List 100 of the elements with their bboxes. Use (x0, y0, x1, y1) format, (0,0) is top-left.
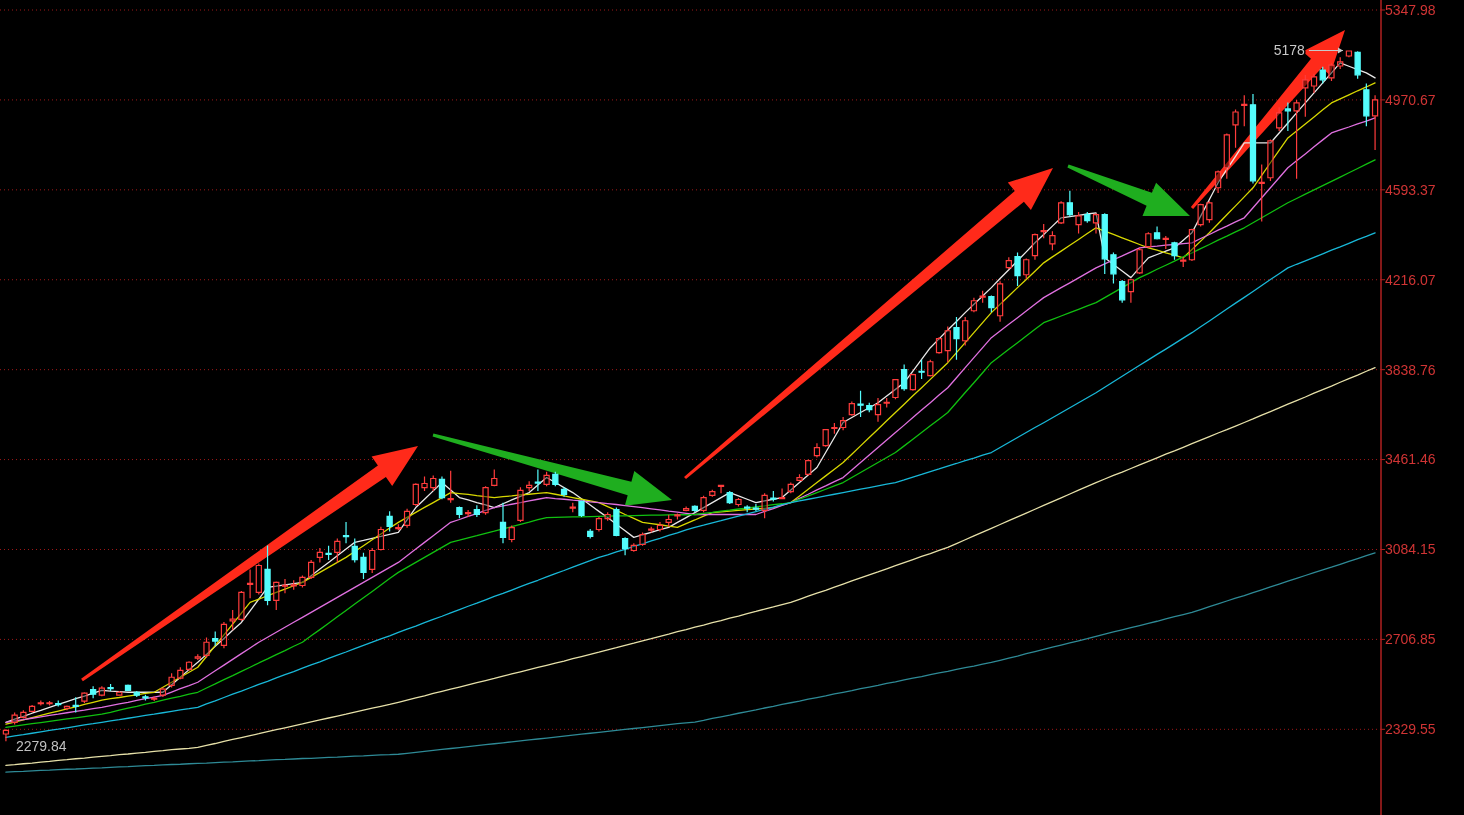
candlestick (552, 471, 559, 487)
candlestick (1153, 225, 1161, 241)
candlestick (55, 700, 62, 708)
candlestick (325, 545, 332, 561)
candlestick (944, 325, 951, 363)
candlestick (491, 468, 498, 487)
candlestick (1371, 94, 1379, 151)
candlestick (159, 686, 167, 698)
y-tick-label: 4970.67 (1385, 91, 1436, 108)
candlestick (308, 559, 315, 580)
candlestick (1310, 73, 1318, 94)
candlestick (246, 568, 254, 599)
candlestick (709, 489, 716, 498)
candlestick (438, 476, 446, 500)
candlestick (665, 514, 672, 528)
candlestick (421, 476, 428, 492)
candlestick (499, 502, 507, 544)
candlestick (587, 528, 594, 540)
candlestick (299, 574, 306, 589)
candlestick (386, 510, 393, 533)
candlestick (1075, 211, 1082, 235)
candlestick (560, 486, 568, 498)
line-series (5, 367, 1376, 767)
candlestick (334, 537, 341, 563)
y-tick-label: 4593.37 (1385, 181, 1436, 198)
candlestick (316, 547, 324, 563)
candlestick (28, 704, 36, 714)
candlestick (264, 544, 271, 606)
candlestick (185, 660, 193, 672)
candlestick (1040, 223, 1047, 239)
candlestick (1319, 66, 1326, 84)
candlestick (1206, 200, 1213, 224)
candlestick (177, 666, 184, 680)
candlestick (866, 402, 873, 413)
candlestick (212, 630, 219, 647)
candlestick (735, 497, 742, 507)
candlestick (1110, 251, 1117, 285)
candlestick (116, 690, 123, 697)
candlestick (901, 364, 908, 392)
candlestick (1232, 109, 1239, 149)
candlestick (892, 378, 899, 400)
candlestick (369, 547, 376, 574)
candlestick (1057, 200, 1065, 225)
candlestick (168, 672, 175, 689)
candlestick (822, 428, 829, 448)
candlestick (813, 442, 821, 459)
candlestick (639, 532, 646, 547)
candlestick (648, 526, 655, 534)
candlestick (1345, 49, 1353, 58)
y-tick-label: 5347.98 (1385, 1, 1436, 18)
candlestick (996, 280, 1004, 323)
candlestick (621, 536, 629, 556)
candlestick (839, 416, 847, 431)
annotation: 2279.84 (15, 737, 67, 754)
candlestick (430, 474, 437, 492)
candlestick (98, 685, 105, 697)
candlestick (11, 711, 18, 726)
candlestick (1136, 247, 1143, 275)
candlestick (630, 542, 637, 553)
candlestick (595, 516, 603, 533)
candlestick (107, 683, 114, 692)
y-tick-label: 3838.76 (1385, 361, 1436, 378)
candlestick (482, 485, 489, 516)
candlestick (1197, 203, 1204, 227)
y-tick-label: 3084.15 (1385, 541, 1436, 558)
candlestick (203, 636, 210, 659)
candlestick (1276, 106, 1283, 132)
candlestick (909, 373, 917, 392)
candlestick (752, 503, 760, 512)
candlestick (1084, 211, 1091, 224)
candlestick (281, 578, 289, 594)
candlestick (831, 422, 838, 435)
candlestick (151, 695, 158, 702)
candlestick (1337, 56, 1344, 70)
candlestick (778, 487, 786, 500)
candlestick (220, 621, 228, 649)
candlestick (1014, 251, 1021, 287)
candlestick (2, 728, 10, 742)
y-tick-label: 2329.55 (1385, 721, 1436, 738)
candlestick (508, 524, 515, 543)
candlestick (1302, 74, 1309, 118)
annotation: 5178 (1273, 42, 1306, 59)
candlestick (953, 316, 960, 361)
candlestick (1249, 93, 1257, 185)
candlestick (1241, 94, 1248, 127)
candlestick (787, 481, 794, 494)
candlestick (1363, 82, 1370, 127)
y-tick-label: 4216.07 (1385, 271, 1436, 288)
candlestick (63, 704, 71, 711)
candlestick (194, 653, 201, 661)
candlestick (81, 691, 88, 704)
candlestick (970, 297, 978, 313)
candlestick (979, 290, 986, 304)
candlestick (351, 537, 358, 563)
candlestick (761, 492, 768, 519)
candlestick (726, 490, 733, 505)
candlestick (700, 495, 707, 513)
candlestick (273, 580, 280, 611)
candlestick (848, 400, 855, 417)
candlestick (464, 509, 472, 518)
